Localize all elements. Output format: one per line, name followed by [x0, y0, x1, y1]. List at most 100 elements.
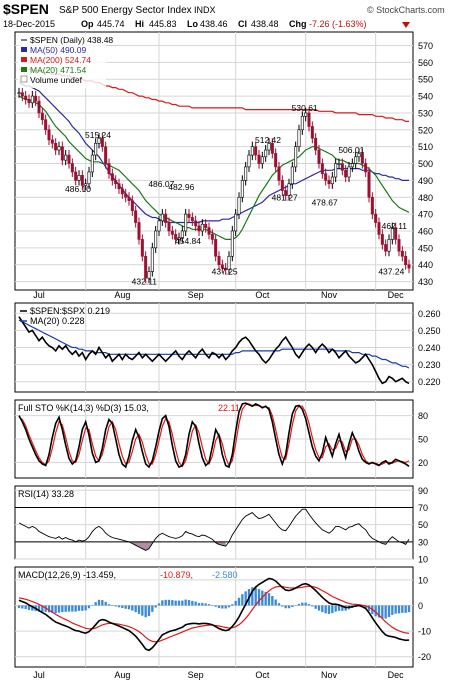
y-tick-label: 460	[418, 226, 433, 236]
price-bar-body	[130, 200, 134, 212]
price-bar-body	[247, 154, 251, 168]
macd-panel: -20 -10 0 10 MACD(12,26,9) -13.459, -10.879, -…	[14, 566, 431, 668]
price-bar-body	[380, 234, 384, 245]
macd-histogram-bar	[21, 605, 24, 609]
price-bar-body	[264, 149, 268, 158]
month-label: Nov	[321, 670, 338, 680]
macd-histogram-bar	[171, 600, 174, 606]
macd-histogram-bar	[117, 605, 121, 608]
open-value: 445.74	[97, 19, 125, 29]
macd-histogram-bar	[31, 605, 34, 611]
macd-histogram-bar	[317, 605, 321, 611]
macd-histogram-bar	[257, 589, 261, 606]
price-bar-body	[327, 180, 331, 185]
price-bar-body	[194, 220, 198, 227]
price-bar-body	[294, 146, 298, 168]
price-bar-body	[230, 230, 234, 257]
price-bar-body	[50, 139, 54, 144]
macd-histogram-bar	[54, 605, 57, 614]
month-label: Sep	[188, 670, 204, 680]
price-annotation: 486.07	[148, 179, 174, 189]
macd-histogram-bar	[17, 605, 21, 609]
price-bar-body	[220, 264, 224, 269]
macd-histogram-bar	[61, 605, 64, 613]
macd-histogram-bar	[337, 605, 341, 611]
price-bar-body	[177, 237, 181, 240]
price-bar-body	[117, 183, 121, 190]
price-bar-body	[67, 154, 71, 164]
macd-histogram-bar	[341, 605, 344, 611]
price-bar-body	[204, 223, 208, 228]
price-bar-body	[370, 196, 374, 215]
price-bar-body	[200, 223, 204, 232]
macd-histogram-bar	[254, 587, 257, 606]
ma20-line	[18, 95, 410, 240]
stoch-k-line	[18, 402, 410, 469]
relative-strength-panel: 0.220 0.230 0.240 0.250 0.260 $SPEN:$SPX 0.21…	[14, 302, 441, 393]
macd-histogram-bar	[111, 605, 114, 606]
price-bar-body	[267, 142, 271, 151]
macd-histogram-bar	[114, 605, 117, 607]
macd-histogram-bar	[311, 605, 314, 607]
price-bar-body	[337, 163, 341, 165]
macd-histogram-bar	[64, 605, 67, 612]
price-bar-body	[74, 171, 78, 181]
price-bar-body	[214, 239, 218, 257]
price-bar-body	[64, 154, 68, 161]
macd-histogram-bar	[374, 605, 377, 617]
macd-histogram-bar	[134, 605, 137, 613]
macd-histogram-bar	[387, 605, 391, 617]
price-bar-body	[280, 180, 284, 191]
legend-swatch	[21, 57, 27, 62]
macd-histogram-bar	[131, 605, 134, 611]
y-tick-label: 0.260	[418, 309, 441, 319]
legend-label: $SPEN (Daily) 438.48	[30, 35, 113, 45]
price-bar-body	[397, 239, 401, 252]
price-bar-body	[207, 227, 211, 235]
price-bar-body	[140, 239, 144, 257]
macd-histogram-bar	[264, 591, 267, 606]
y-tick-label: 10	[418, 555, 428, 565]
price-bar-body	[257, 154, 261, 164]
price-bar-body	[124, 193, 128, 198]
price-bar-body	[357, 153, 361, 158]
macd-histogram-bar	[367, 605, 371, 611]
macd-histogram-bar	[184, 599, 187, 606]
high-label: Hi	[135, 19, 144, 29]
macd-histogram-bar	[381, 605, 384, 619]
price-bar-body	[354, 156, 358, 164]
legend-label: MA(50) 490.09	[30, 45, 86, 55]
price-bar-body	[114, 180, 118, 185]
macd-histogram-bar	[87, 605, 91, 609]
macd-histogram-bar	[191, 600, 194, 606]
stochastic-panel: 20 50 80 Full STO %K(14,3) %D(3) 15.03, 22.1…	[14, 399, 428, 479]
price-bar-body	[297, 129, 301, 147]
y-tick-label: 20	[418, 458, 428, 468]
y-tick-label: 80	[418, 411, 428, 421]
macd-histogram-bar	[51, 605, 54, 613]
macd-histogram-bar	[41, 605, 44, 612]
macd-histogram-bar	[147, 605, 151, 616]
price-bar-body	[324, 173, 328, 181]
macd-histogram-bar	[287, 605, 291, 609]
month-axis: Jul Aug Sep Oct Nov Dec Jul Aug Sep Oct Nov Dec	[33, 290, 404, 680]
price-bar-body	[97, 137, 101, 144]
macd-histogram-bar	[81, 605, 84, 611]
price-bar-body	[334, 163, 338, 178]
macd-histogram-bar	[304, 602, 307, 606]
macd-histogram-bar	[377, 605, 381, 618]
ma50-line	[18, 82, 409, 224]
price-annotation: 432.11	[132, 277, 158, 287]
low-value: 438.46	[200, 19, 228, 29]
macd-histogram-bar	[214, 605, 217, 607]
price-bar-body	[184, 213, 188, 232]
macd-line	[18, 577, 410, 652]
y-tick-label: 550	[418, 75, 433, 85]
panel-frame	[14, 485, 414, 560]
price-bar-body	[260, 156, 264, 164]
price-bar-body	[400, 250, 404, 257]
price-bar-body	[110, 173, 114, 181]
month-label: Aug	[114, 290, 130, 300]
price-bar-body	[167, 222, 171, 232]
macd-histogram-bar	[157, 603, 161, 606]
